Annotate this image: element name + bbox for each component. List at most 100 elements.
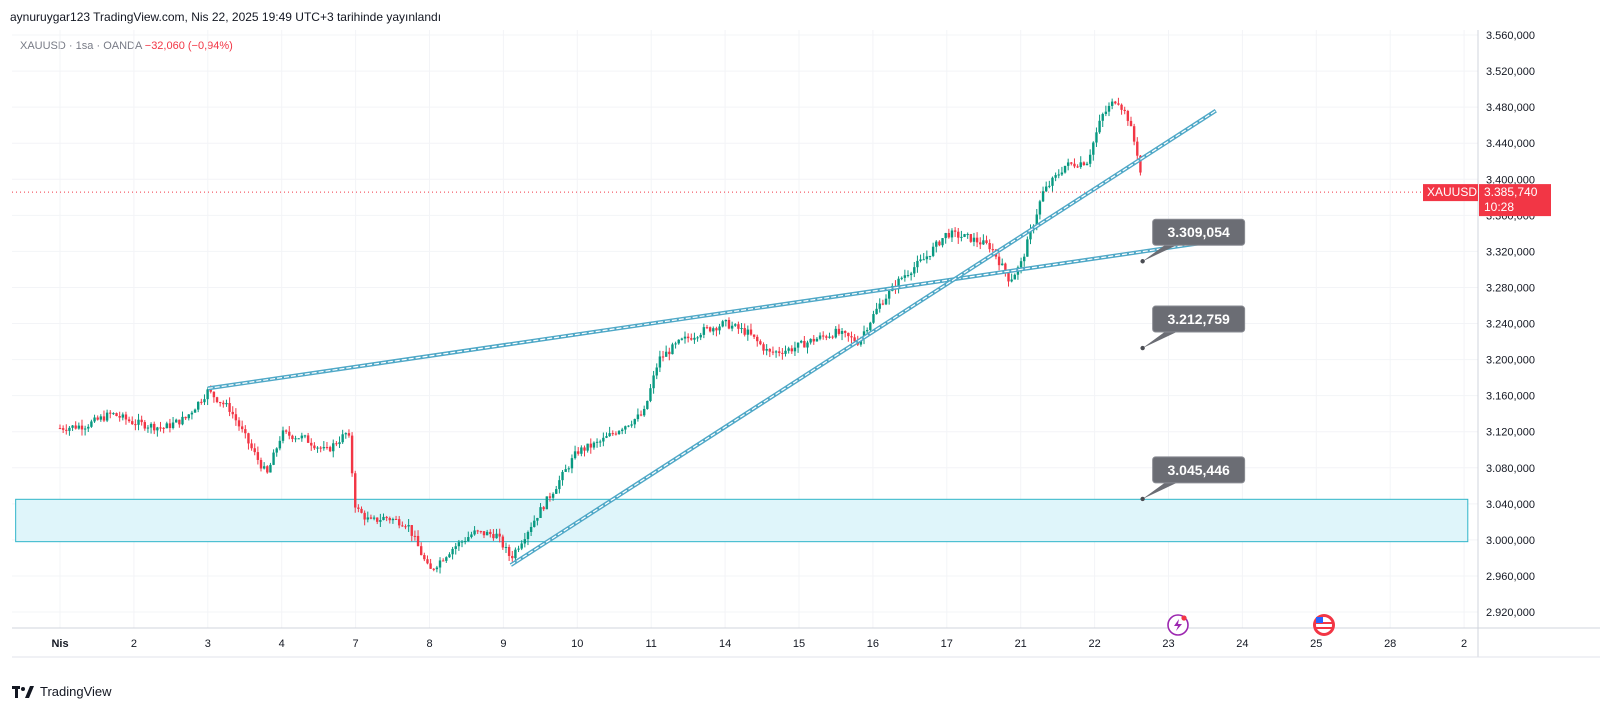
candle — [278, 436, 282, 451]
candle — [884, 294, 888, 306]
candle — [674, 341, 677, 349]
candle — [514, 547, 517, 563]
candle — [752, 334, 756, 340]
price-tag-countdown: 10:28 — [1484, 200, 1514, 214]
candle — [504, 542, 508, 553]
candle — [102, 410, 106, 423]
candle — [391, 517, 395, 524]
price-callout[interactable]: 3.309,054 — [1140, 218, 1246, 264]
candle — [272, 449, 275, 466]
candle — [916, 255, 919, 273]
candle — [87, 424, 90, 433]
candle — [599, 439, 602, 447]
candle — [1082, 161, 1086, 166]
candle — [322, 441, 326, 451]
candle — [756, 334, 759, 347]
candle — [611, 430, 614, 436]
support-line[interactable] — [509, 109, 1217, 567]
candle — [124, 411, 128, 425]
candle — [778, 346, 781, 357]
candle — [203, 394, 206, 406]
candle — [938, 240, 941, 247]
candle — [118, 411, 121, 422]
x-tick-label: 11 — [645, 638, 656, 650]
x-tick-label: 10 — [571, 638, 583, 650]
price-tag-value: 3.385,740 — [1484, 185, 1538, 199]
candle — [935, 240, 938, 253]
candle — [1001, 258, 1004, 266]
candle — [630, 420, 633, 428]
candle — [61, 425, 65, 434]
candle — [357, 504, 360, 513]
candle — [240, 420, 244, 433]
candle — [288, 426, 291, 440]
separator: · — [96, 40, 101, 52]
price-callout[interactable]: 3.212,759 — [1140, 305, 1246, 351]
candle — [184, 416, 187, 420]
candle — [156, 426, 159, 437]
candle — [781, 348, 784, 360]
event-icons[interactable] — [1167, 614, 1335, 636]
candle — [473, 526, 476, 536]
candle — [319, 446, 322, 453]
candle — [1013, 273, 1016, 280]
symbol-legend: XAUUSD · 1sa · OANDA −32,060 (−0,94%) — [20, 40, 233, 52]
candle — [533, 515, 536, 528]
candle — [796, 342, 800, 353]
candle — [712, 326, 715, 336]
y-tick-label: 3.480,000 — [1486, 102, 1535, 114]
candle — [570, 454, 574, 474]
candle — [1104, 105, 1108, 117]
candle — [376, 517, 379, 525]
tradingview-logo-icon — [12, 685, 34, 698]
dividend-flash-icon[interactable] — [1167, 614, 1189, 636]
candle — [900, 276, 903, 281]
candle — [1101, 112, 1104, 128]
candle — [1060, 166, 1064, 176]
candle — [749, 323, 753, 336]
candle — [410, 525, 413, 542]
candle — [495, 528, 498, 539]
y-tick-label: 3.560,000 — [1486, 30, 1535, 42]
interval-label[interactable]: 1sa — [75, 40, 94, 52]
symbol-name[interactable]: XAUUSD — [20, 40, 66, 52]
candle — [159, 421, 162, 432]
candle — [567, 466, 571, 473]
x-tick-label: 21 — [1015, 638, 1027, 650]
candle — [561, 470, 564, 486]
x-tick-label: 3 — [205, 638, 211, 650]
candle — [944, 232, 947, 244]
price-callouts[interactable]: 3.309,054 3.212,759 3.045,446 — [1140, 218, 1246, 502]
candle — [872, 310, 875, 324]
candle — [627, 425, 630, 428]
separator: · — [68, 40, 73, 52]
candle — [394, 515, 398, 520]
candle — [931, 242, 935, 258]
candle — [950, 228, 954, 242]
candle — [438, 557, 442, 574]
trendlines[interactable] — [207, 109, 1237, 567]
candle — [803, 335, 806, 348]
y-tick-label: 3.080,000 — [1486, 463, 1535, 475]
resistance-line[interactable] — [207, 235, 1237, 391]
candle — [602, 432, 605, 447]
demand-zone-rect[interactable] — [15, 498, 1469, 543]
candle — [231, 406, 234, 419]
candle — [206, 387, 209, 406]
candle — [1092, 141, 1095, 161]
candle — [489, 529, 492, 538]
us-flag-event-icon[interactable] — [1313, 614, 1335, 636]
y-tick-label: 3.400,000 — [1486, 174, 1535, 186]
demand-zone[interactable] — [15, 498, 1469, 543]
candle — [77, 422, 81, 430]
candle — [686, 333, 690, 343]
candle — [652, 370, 655, 394]
candle — [1023, 253, 1026, 267]
price-callout[interactable]: 3.045,446 — [1140, 456, 1246, 502]
candle — [592, 441, 596, 450]
candle — [979, 237, 982, 250]
candle — [435, 565, 439, 573]
price-change: −32,060 (−0,94%) — [144, 40, 233, 52]
